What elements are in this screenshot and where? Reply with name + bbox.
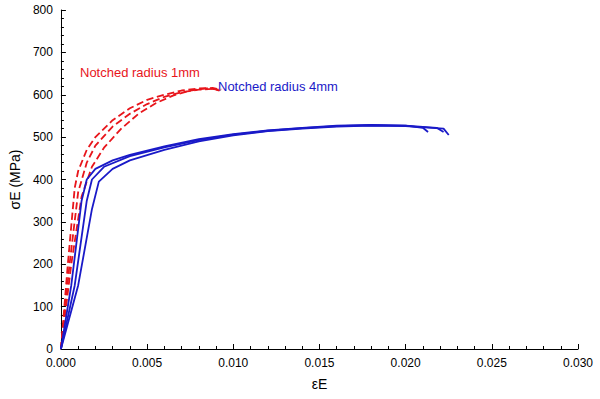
svg-text:0.000: 0.000 <box>46 356 76 370</box>
svg-text:0.015: 0.015 <box>304 356 334 370</box>
svg-text:0.020: 0.020 <box>391 356 421 370</box>
svg-text:300: 300 <box>33 215 53 229</box>
svg-text:Notched radius 4mm: Notched radius 4mm <box>218 79 338 94</box>
svg-text:0.005: 0.005 <box>132 356 162 370</box>
svg-text:εE: εE <box>312 376 328 392</box>
svg-text:500: 500 <box>33 130 53 144</box>
svg-text:0: 0 <box>46 342 53 356</box>
svg-text:0.025: 0.025 <box>477 356 507 370</box>
svg-text:0.010: 0.010 <box>218 356 248 370</box>
svg-text:0.030: 0.030 <box>563 356 593 370</box>
svg-text:200: 200 <box>33 257 53 271</box>
svg-text:700: 700 <box>33 45 53 59</box>
svg-text:800: 800 <box>33 3 53 17</box>
svg-text:600: 600 <box>33 88 53 102</box>
svg-text:Notched radius 1mm: Notched radius 1mm <box>80 65 200 80</box>
svg-text:100: 100 <box>33 300 53 314</box>
svg-text:σE (MPa): σE (MPa) <box>7 150 23 210</box>
svg-text:400: 400 <box>33 173 53 187</box>
